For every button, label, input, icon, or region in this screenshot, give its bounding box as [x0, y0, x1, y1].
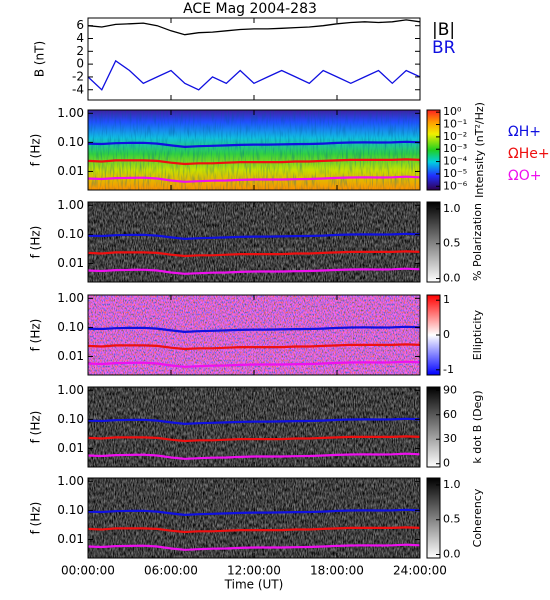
series-line	[87, 417, 421, 426]
plot-frame	[87, 17, 421, 101]
colorbar-tick-label: 10⁻⁶	[443, 179, 468, 192]
y-tick-label: 0.01	[57, 256, 84, 270]
y-tick-label: -2	[72, 69, 84, 83]
colorbar-tick-label: 0.5	[443, 237, 461, 250]
series-line	[87, 19, 421, 36]
chart-title: ACE Mag 2004-283	[183, 1, 317, 17]
colorbar-tick-label: -1	[443, 363, 454, 376]
y-tick-label: 1.00	[57, 198, 84, 212]
colorbar-tick-label: 0	[443, 457, 450, 470]
series-line	[87, 543, 421, 551]
y-axis-label: f (Hz)	[29, 319, 43, 352]
colorbar	[426, 109, 441, 191]
colorbar-tick-label: 0	[443, 328, 450, 341]
y-axis-label: f (Hz)	[29, 502, 43, 535]
y-tick-label: 0.10	[57, 412, 84, 426]
colorbar-tick-label: 10⁻¹	[443, 118, 467, 131]
series-line	[87, 59, 421, 91]
colorbar-tick-label: 10⁻⁵	[443, 167, 467, 180]
y-tick-label: 1.00	[57, 106, 84, 120]
y-tick-label: 6	[76, 18, 84, 32]
legend-label: ΩHe+	[508, 146, 550, 162]
series-line	[87, 267, 421, 275]
x-axis-label: Time (UT)	[224, 578, 284, 592]
colorbar-tick-label: 1.0	[443, 478, 461, 491]
x-tick-label: 00:00:00	[61, 564, 115, 578]
colorbar-label: % Polarization	[471, 203, 484, 281]
legend-label: ΩO+	[508, 168, 541, 184]
legend-label: |B|	[432, 20, 455, 40]
y-tick-label: 1.00	[57, 474, 84, 488]
colorbar-tick-label: 0.0	[443, 272, 461, 285]
colorbar-tick-label: 1	[443, 293, 450, 306]
y-axis-label: f (Hz)	[29, 134, 43, 167]
y-tick-label: 0	[76, 57, 84, 71]
series-line	[87, 175, 421, 183]
y-tick-label: 0.01	[57, 349, 84, 363]
series-line	[87, 325, 421, 334]
series-line	[87, 343, 421, 351]
legend-label: ΩH+	[508, 124, 541, 140]
colorbar-label: k dot B (Deg)	[471, 390, 484, 463]
y-tick-label: 0.10	[57, 320, 84, 334]
colorbar-tick-label: 10⁻⁴	[443, 155, 468, 168]
y-axis-label: f (Hz)	[29, 411, 43, 444]
colorbar-label: Ellipticity	[471, 309, 484, 360]
series-line	[87, 140, 421, 149]
series-line	[87, 250, 421, 258]
y-tick-label: 0.01	[57, 441, 84, 455]
series-line	[87, 360, 421, 368]
colorbar-tick-label: 10⁰	[443, 105, 462, 118]
series-line	[87, 508, 421, 517]
series-line	[87, 232, 421, 241]
y-tick-label: 0.01	[57, 164, 84, 178]
colorbar-tick-label: 10⁻³	[443, 142, 467, 155]
colorbar-label: Coherency	[471, 488, 484, 547]
colorbar	[426, 386, 441, 468]
colorbar-tick-label: 0.5	[443, 513, 461, 526]
colorbar-tick-label: 90	[443, 383, 457, 396]
y-tick-label: 4	[76, 31, 84, 45]
series-line	[87, 158, 421, 166]
colorbar	[426, 201, 441, 283]
colorbar-tick-label: 1.0	[443, 202, 461, 215]
y-tick-label: 0.10	[57, 227, 84, 241]
series-line	[87, 435, 421, 443]
y-tick-label: 0.01	[57, 532, 84, 546]
series-line	[87, 452, 421, 460]
y-tick-label: 1.00	[57, 383, 84, 397]
y-tick-label: 1.00	[57, 291, 84, 305]
colorbar-tick-label: 60	[443, 408, 457, 421]
x-tick-label: 24:00:00	[393, 564, 447, 578]
colorbar-tick-label: 30	[443, 432, 457, 445]
y-tick-label: 0.10	[57, 503, 84, 517]
colorbar-tick-label: 10⁻²	[443, 130, 467, 143]
series-line	[87, 526, 421, 534]
y-axis-label: f (Hz)	[29, 226, 43, 259]
x-tick-label: 18:00:00	[310, 564, 364, 578]
colorbar	[426, 477, 441, 559]
y-tick-label: 2	[76, 44, 84, 58]
y-tick-label: -4	[72, 82, 84, 96]
colorbar-label: Intensity (nT²/Hz)	[473, 102, 486, 198]
x-tick-label: 06:00:00	[144, 564, 198, 578]
x-tick-label: 12:00:00	[227, 564, 281, 578]
legend-label: BR	[432, 38, 456, 58]
colorbar-tick-label: 0.0	[443, 548, 461, 561]
y-axis-label: B (nT)	[33, 41, 47, 77]
y-tick-label: 0.10	[57, 135, 84, 149]
